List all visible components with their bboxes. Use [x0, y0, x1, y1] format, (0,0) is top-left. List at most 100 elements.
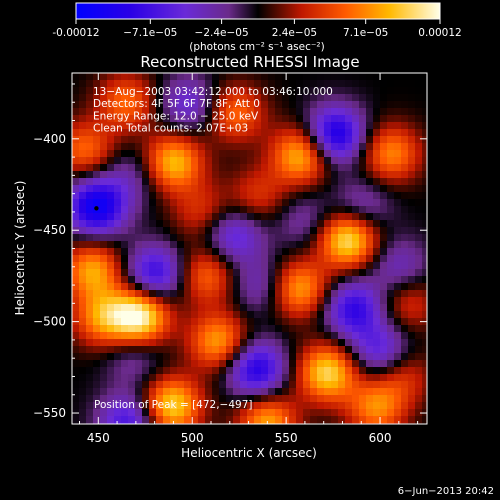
heatmap-cell	[338, 171, 346, 179]
heatmap-cell	[205, 332, 213, 340]
heatmap-cell	[135, 255, 143, 263]
heatmap-cell	[156, 101, 164, 109]
heatmap-cell	[142, 416, 150, 424]
heatmap-cell	[198, 367, 206, 375]
heatmap-cell	[261, 108, 269, 116]
heatmap-cell	[212, 192, 220, 200]
heatmap-cell	[205, 409, 213, 417]
heatmap-cell	[380, 290, 388, 298]
heatmap-cell	[79, 276, 87, 284]
heatmap-cell	[296, 325, 304, 333]
heatmap-cell	[338, 269, 346, 277]
heatmap-cell	[261, 199, 269, 207]
heatmap-cell	[352, 178, 360, 186]
heatmap-cell	[79, 185, 87, 193]
heatmap-cell	[373, 143, 381, 151]
heatmap-cell	[380, 171, 388, 179]
heatmap-cell	[142, 395, 150, 403]
heatmap-cell	[380, 339, 388, 347]
heatmap-cell	[415, 150, 423, 158]
heatmap-cell	[415, 206, 423, 214]
heatmap-cell	[212, 409, 220, 417]
heatmap-cell	[282, 87, 290, 95]
heatmap-cell	[170, 416, 178, 424]
heatmap-cell	[156, 353, 164, 361]
heatmap-cell	[352, 199, 360, 207]
heatmap-cell	[408, 150, 416, 158]
heatmap-cell	[219, 206, 227, 214]
heatmap-cell	[359, 374, 367, 382]
heatmap-cell	[156, 255, 164, 263]
heatmap-cell	[296, 255, 304, 263]
heatmap-cell	[163, 206, 171, 214]
heatmap-cell	[86, 353, 94, 361]
heatmap-cell	[107, 115, 115, 123]
heatmap-cell	[184, 339, 192, 347]
heatmap-cell	[373, 290, 381, 298]
heatmap-cell	[282, 129, 290, 137]
heatmap-cell	[408, 178, 416, 186]
heatmap-cell	[128, 199, 136, 207]
heatmap-cell	[359, 122, 367, 130]
heatmap-cell	[142, 234, 150, 242]
heatmap-cell	[345, 360, 353, 368]
heatmap-cell	[359, 388, 367, 396]
heatmap-cell	[107, 101, 115, 109]
heatmap-cell	[100, 339, 108, 347]
heatmap-cell	[240, 94, 248, 102]
heatmap-cell	[387, 164, 395, 172]
heatmap-cell	[219, 87, 227, 95]
heatmap-cell	[135, 122, 143, 130]
heatmap-cell	[156, 402, 164, 410]
heatmap-cell	[394, 353, 402, 361]
heatmap-cell	[219, 297, 227, 305]
heatmap-cell	[331, 185, 339, 193]
heatmap-cell	[240, 318, 248, 326]
heatmap-cell	[170, 94, 178, 102]
heatmap-cell	[212, 332, 220, 340]
heatmap-cell	[79, 157, 87, 165]
heatmap-cell	[261, 185, 269, 193]
heatmap-cell	[156, 346, 164, 354]
heatmap-cell	[401, 346, 409, 354]
heatmap-cell	[121, 402, 129, 410]
heatmap-cell	[170, 290, 178, 298]
heatmap-cell	[303, 297, 311, 305]
heatmap-cell	[366, 87, 374, 95]
heatmap-cell	[296, 290, 304, 298]
heatmap-cell	[170, 241, 178, 249]
heatmap-cell	[135, 178, 143, 186]
heatmap-cell	[296, 339, 304, 347]
heatmap-cell	[408, 143, 416, 151]
heatmap-cell	[254, 80, 262, 88]
heatmap-cell	[366, 290, 374, 298]
heatmap-cell	[324, 136, 332, 144]
heatmap-cell	[261, 325, 269, 333]
heatmap-cell	[282, 150, 290, 158]
heatmap-cell	[317, 248, 325, 256]
heatmap-cell	[296, 227, 304, 235]
heatmap-cell	[289, 402, 297, 410]
heatmap-cell	[156, 388, 164, 396]
heatmap-cell	[415, 241, 423, 249]
heatmap-cell	[268, 269, 276, 277]
heatmap-cell	[422, 304, 427, 312]
heatmap-cell	[324, 80, 332, 88]
heatmap-cell	[324, 101, 332, 109]
heatmap-cell	[303, 304, 311, 312]
heatmap-cell	[394, 318, 402, 326]
heatmap-cell	[212, 283, 220, 291]
heatmap-cell	[254, 374, 262, 382]
heatmap-cell	[198, 122, 206, 130]
heatmap-cell	[380, 213, 388, 221]
heatmap-cell	[72, 122, 80, 130]
heatmap-cell	[121, 171, 129, 179]
heatmap-cell	[107, 353, 115, 361]
heatmap-cell	[93, 353, 101, 361]
heatmap-cell	[121, 94, 129, 102]
heatmap-cell	[191, 360, 199, 368]
heatmap-cell	[408, 185, 416, 193]
heatmap-cell	[394, 248, 402, 256]
heatmap-cell	[163, 115, 171, 123]
heatmap-cell	[331, 360, 339, 368]
